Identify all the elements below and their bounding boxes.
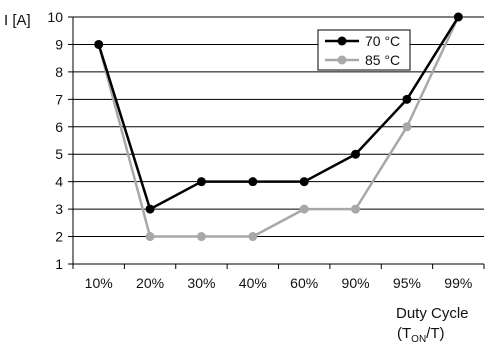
data-series xyxy=(94,12,463,242)
x-tick-label-2: 30% xyxy=(187,275,215,291)
y-tick-label-4: 4 xyxy=(55,174,63,190)
series-1-line xyxy=(97,16,460,238)
tick-labels: 1 2 3 4 5 6 7 8 9 10 10% 20% 30% 40% 60% 90% 95% 99% xyxy=(47,9,472,291)
series-0-point-1 xyxy=(145,204,155,214)
series-0-point-7 xyxy=(453,12,463,22)
y-tick-label-5: 5 xyxy=(55,146,63,162)
legend-marker-70c xyxy=(337,36,347,46)
x-axis-title: Duty Cycle (TON/T) xyxy=(396,305,469,344)
x-tick-label-5: 90% xyxy=(342,275,370,291)
y-tick-label-8: 8 xyxy=(55,64,63,80)
series-0-point-2 xyxy=(196,177,206,187)
series-0-line xyxy=(97,16,460,211)
axes xyxy=(68,16,485,269)
x-tick-label-4: 60% xyxy=(290,275,318,291)
x-tick-label-1: 20% xyxy=(136,275,164,291)
legend-box xyxy=(317,29,411,71)
grid-lines xyxy=(73,16,484,238)
series-0-point-4 xyxy=(299,177,309,187)
series-0-point-3 xyxy=(248,177,258,187)
x-axis-title-subscript: ON xyxy=(411,334,426,344)
x-tick-label-7: 99% xyxy=(444,275,472,291)
series-0-point-5 xyxy=(351,149,361,159)
x-tick-label-0: 10% xyxy=(85,275,113,291)
y-tick-label-1: 1 xyxy=(55,256,63,272)
x-axis-title-prefix: (T xyxy=(397,325,411,342)
y-tick-label-3: 3 xyxy=(55,201,63,217)
series-1-point-1 xyxy=(145,232,155,242)
series-1-point-3 xyxy=(248,232,258,242)
y-tick-label-10: 10 xyxy=(47,9,63,25)
series-0-point-0 xyxy=(94,39,104,49)
series-1-point-2 xyxy=(196,232,206,242)
x-axis-title-line1: Duty Cycle xyxy=(396,305,469,322)
y-tick-label-7: 7 xyxy=(55,91,63,107)
x-tick-label-6: 95% xyxy=(393,275,421,291)
legend-label-85c: 85 °C xyxy=(365,52,400,68)
y-axis-title: I [A] xyxy=(4,12,31,29)
y-tick-label-6: 6 xyxy=(55,119,63,135)
series-1-point-6 xyxy=(402,122,412,132)
series-1-point-4 xyxy=(299,204,309,214)
legend-label-70c: 70 °C xyxy=(365,33,400,49)
legend: 70 °C 85 °C xyxy=(317,29,411,71)
y-tick-label-2: 2 xyxy=(55,229,63,245)
x-axis-title-suffix: /T) xyxy=(426,325,444,342)
series-1-point-5 xyxy=(351,204,361,214)
series-0-point-6 xyxy=(402,94,412,104)
x-tick-label-3: 40% xyxy=(239,275,267,291)
legend-marker-85c xyxy=(337,55,347,65)
y-tick-label-9: 9 xyxy=(55,36,63,52)
x-axis-title-line2: (TON/T) xyxy=(397,325,445,344)
